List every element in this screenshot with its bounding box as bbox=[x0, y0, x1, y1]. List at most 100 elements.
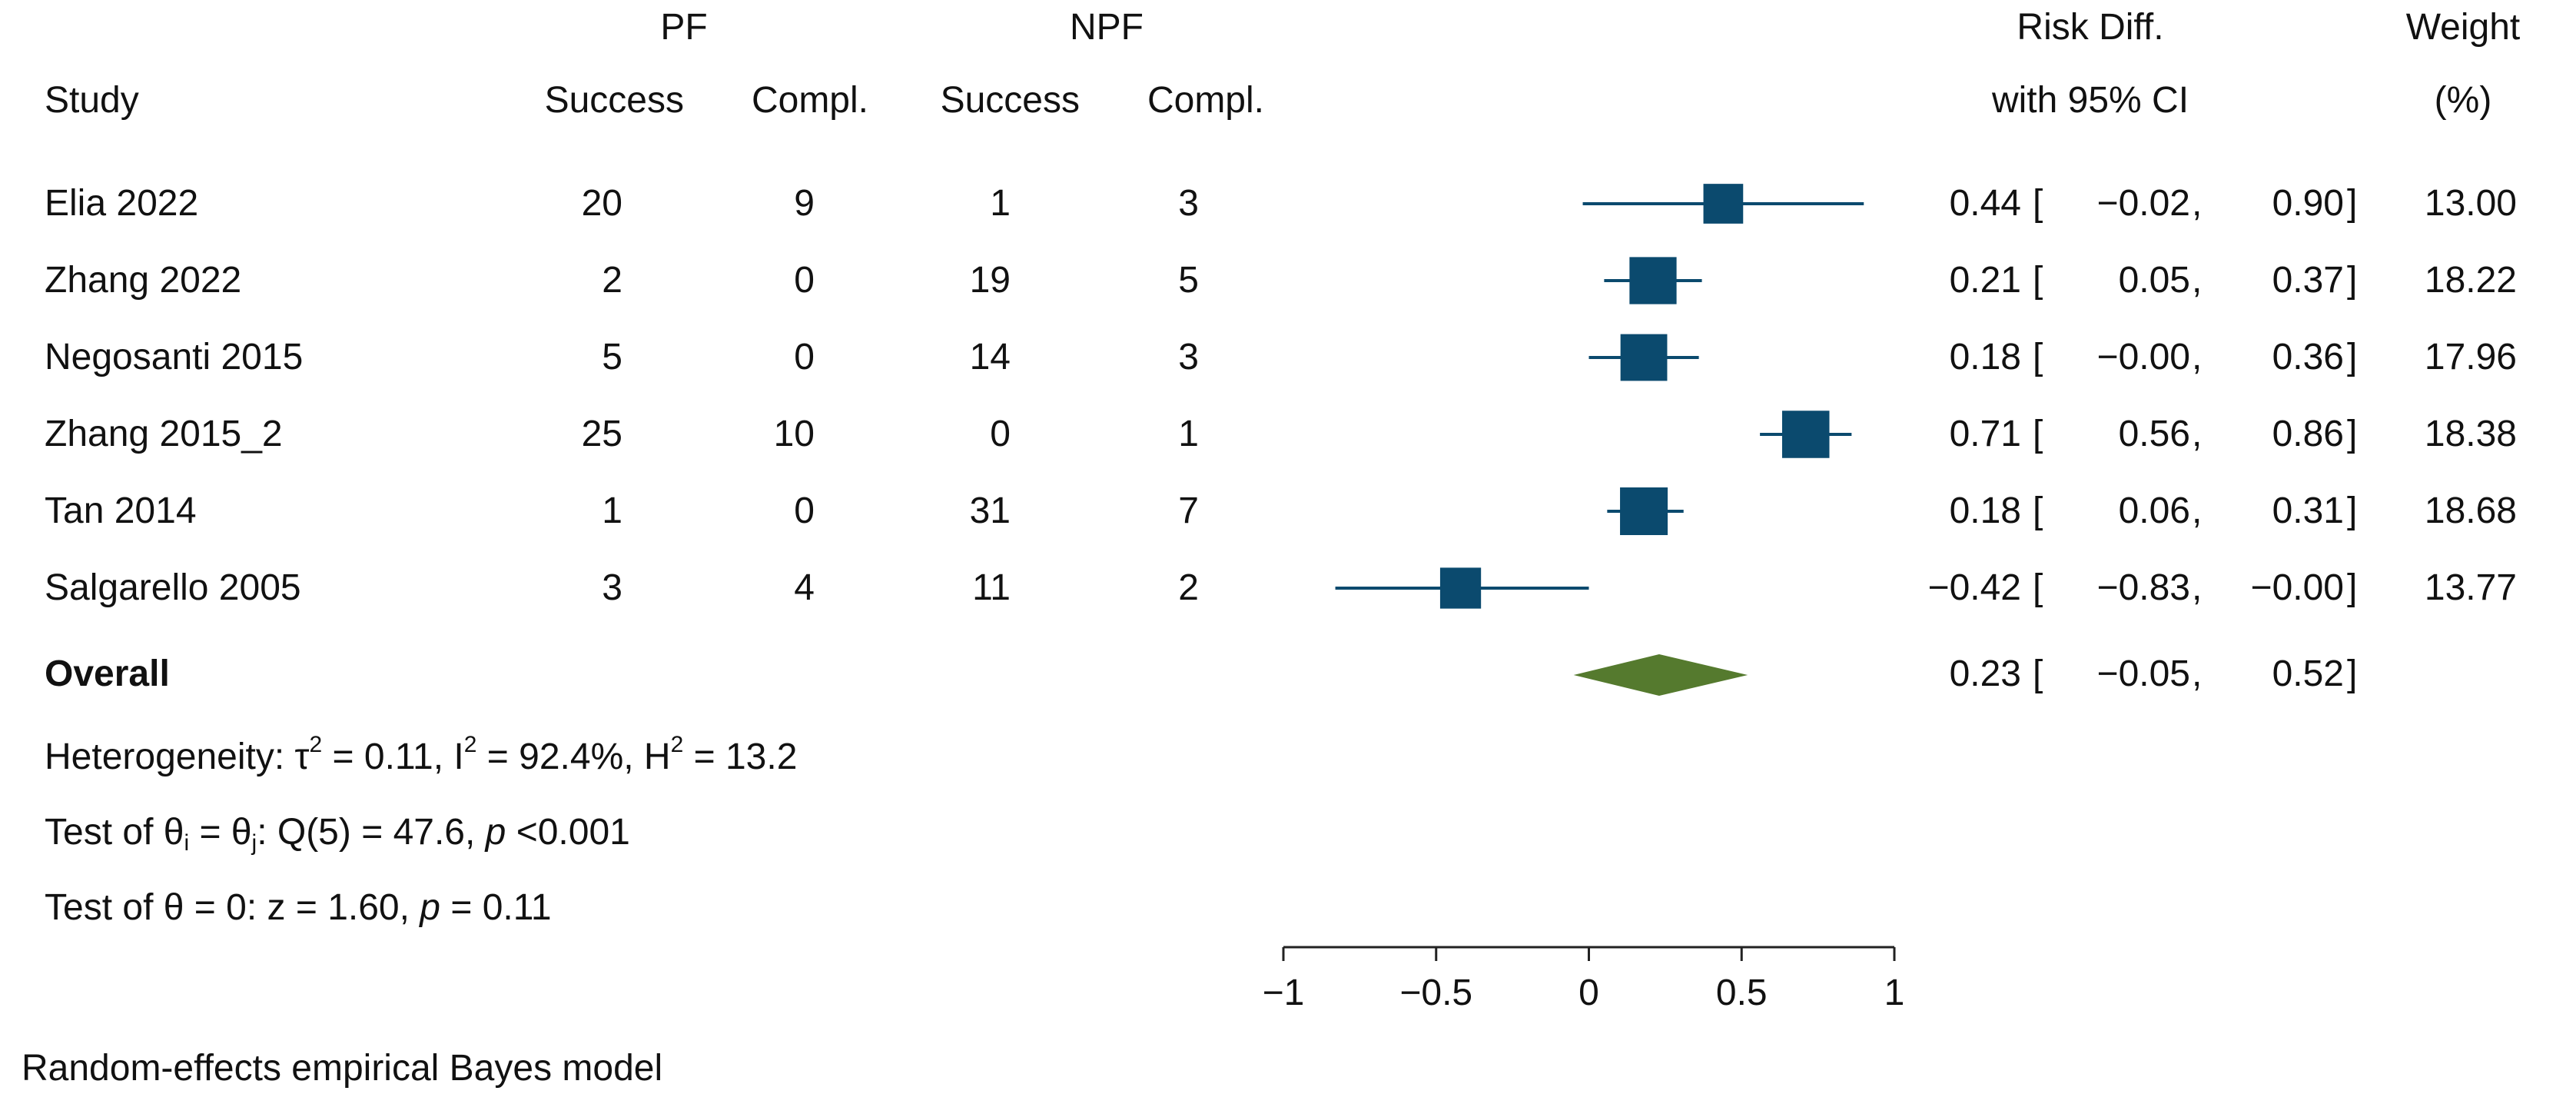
npf-success: 0 bbox=[990, 414, 1011, 454]
ci-open-bracket: [ bbox=[2033, 183, 2043, 224]
ci-open-bracket: [ bbox=[2033, 567, 2043, 608]
study-name: Negosanti 2015 bbox=[45, 337, 304, 377]
risk-diff-value: 0.18 bbox=[1949, 490, 2021, 531]
weight-value: 18.68 bbox=[2424, 490, 2517, 531]
header-study: Study bbox=[45, 80, 139, 121]
npf-compl: 2 bbox=[1178, 567, 1199, 608]
ci-comma: , bbox=[2192, 414, 2203, 454]
ci-comma: , bbox=[2192, 260, 2203, 301]
effect-square bbox=[1629, 257, 1677, 304]
pf-compl: 0 bbox=[794, 490, 815, 531]
npf-success: 11 bbox=[972, 567, 1011, 608]
header-group-npf: NPF bbox=[1070, 7, 1144, 48]
header-risk-diff-ci: with 95% CI bbox=[1991, 80, 2189, 121]
ci-lower: 0.56 bbox=[2118, 414, 2190, 454]
x-tick-label: −1 bbox=[1263, 973, 1305, 1013]
ci-close-bracket: ] bbox=[2347, 653, 2358, 694]
study-name: Salgarello 2005 bbox=[45, 567, 301, 608]
ci-upper: −0.00 bbox=[2250, 567, 2344, 608]
npf-compl: 3 bbox=[1178, 337, 1199, 377]
x-tick-label: 0 bbox=[1578, 973, 1599, 1013]
study-name: Zhang 2015_2 bbox=[45, 414, 283, 454]
pf-compl: 9 bbox=[794, 183, 815, 224]
risk-diff-value: 0.21 bbox=[1949, 260, 2021, 301]
overall-label: Overall bbox=[45, 653, 170, 694]
weight-value: 18.38 bbox=[2424, 414, 2517, 454]
risk-diff-value: 0.18 bbox=[1949, 337, 2021, 377]
npf-compl: 7 bbox=[1178, 490, 1199, 531]
weight-value: 13.77 bbox=[2424, 567, 2517, 608]
overall-effect-test-text: Test of θ = 0: z = 1.60, p = 0.11 bbox=[45, 887, 552, 928]
effect-square bbox=[1620, 334, 1668, 381]
npf-compl: 3 bbox=[1178, 183, 1199, 224]
ci-upper: 0.31 bbox=[2272, 490, 2344, 531]
risk-diff-value: 0.44 bbox=[1949, 183, 2021, 224]
weight-value: 13.00 bbox=[2424, 183, 2517, 224]
effect-square bbox=[1703, 184, 1744, 224]
homogeneity-test-text: Test of θi = θj: Q(5) = 47.6, p <0.001 bbox=[45, 812, 630, 856]
ci-lower: −0.83 bbox=[2096, 567, 2190, 608]
pf-success: 1 bbox=[602, 490, 622, 531]
pf-compl: 4 bbox=[794, 567, 815, 608]
header-npf-success: Success bbox=[940, 80, 1080, 121]
npf-compl: 5 bbox=[1178, 260, 1199, 301]
ci-upper: 0.90 bbox=[2272, 183, 2344, 224]
header-group-pf: PF bbox=[660, 7, 708, 48]
header-weight-pct: (%) bbox=[2434, 80, 2492, 121]
pf-success: 25 bbox=[581, 414, 622, 454]
npf-success: 14 bbox=[969, 337, 1011, 377]
pf-compl: 10 bbox=[773, 414, 815, 454]
ci-upper: 0.86 bbox=[2272, 414, 2344, 454]
ci-lower: 0.06 bbox=[2118, 490, 2190, 531]
pf-compl: 0 bbox=[794, 260, 815, 301]
ci-lower: −0.00 bbox=[2096, 337, 2190, 377]
ci-comma: , bbox=[2192, 337, 2203, 377]
ci-open-bracket: [ bbox=[2033, 337, 2043, 377]
ci-comma: , bbox=[2192, 490, 2203, 531]
study-name: Tan 2014 bbox=[45, 490, 197, 531]
npf-success: 19 bbox=[969, 260, 1011, 301]
ci-close-bracket: ] bbox=[2347, 183, 2358, 224]
ci-comma: , bbox=[2192, 183, 2203, 224]
ci-close-bracket: ] bbox=[2347, 337, 2358, 377]
effect-square bbox=[1781, 411, 1830, 458]
effect-square bbox=[1439, 567, 1482, 609]
x-tick-label: 1 bbox=[1884, 973, 1905, 1013]
pf-success: 3 bbox=[602, 567, 622, 608]
heterogeneity-text: Heterogeneity: τ2 = 0.11, I2 = 92.4%, H2… bbox=[45, 732, 798, 778]
model-footnote: Random-effects empirical Bayes model bbox=[22, 1048, 663, 1089]
ci-comma: , bbox=[2192, 653, 2203, 694]
ci-lower: 0.05 bbox=[2118, 260, 2190, 301]
ci-open-bracket: [ bbox=[2033, 414, 2043, 454]
npf-success: 1 bbox=[990, 183, 1011, 224]
ci-close-bracket: ] bbox=[2347, 260, 2358, 301]
npf-compl: 1 bbox=[1178, 414, 1199, 454]
ci-upper: 0.37 bbox=[2272, 260, 2344, 301]
overall-diamond bbox=[1573, 654, 1748, 696]
header-npf-compl: Compl. bbox=[1147, 80, 1264, 121]
overall-risk-diff: 0.23 bbox=[1949, 653, 2021, 694]
ci-open-bracket: [ bbox=[2033, 260, 2043, 301]
weight-value: 18.22 bbox=[2424, 260, 2517, 301]
ci-open-bracket: [ bbox=[2033, 653, 2043, 694]
overall-ci-upper: 0.52 bbox=[2272, 653, 2344, 694]
pf-compl: 0 bbox=[794, 337, 815, 377]
weight-value: 17.96 bbox=[2424, 337, 2517, 377]
x-tick-label: 0.5 bbox=[1716, 973, 1768, 1013]
ci-lower: −0.02 bbox=[2096, 183, 2190, 224]
ci-open-bracket: [ bbox=[2033, 490, 2043, 531]
overall-ci-lower: −0.05 bbox=[2096, 653, 2190, 694]
ci-upper: 0.36 bbox=[2272, 337, 2344, 377]
pf-success: 20 bbox=[581, 183, 622, 224]
ci-close-bracket: ] bbox=[2347, 490, 2358, 531]
risk-diff-value: −0.42 bbox=[1927, 567, 2021, 608]
header-pf-success: Success bbox=[544, 80, 684, 121]
npf-success: 31 bbox=[969, 490, 1011, 531]
ci-close-bracket: ] bbox=[2347, 414, 2358, 454]
x-tick-label: −0.5 bbox=[1399, 973, 1472, 1013]
study-name: Elia 2022 bbox=[45, 183, 199, 224]
study-name: Zhang 2022 bbox=[45, 260, 242, 301]
risk-diff-value: 0.71 bbox=[1949, 414, 2021, 454]
pf-success: 2 bbox=[602, 260, 622, 301]
